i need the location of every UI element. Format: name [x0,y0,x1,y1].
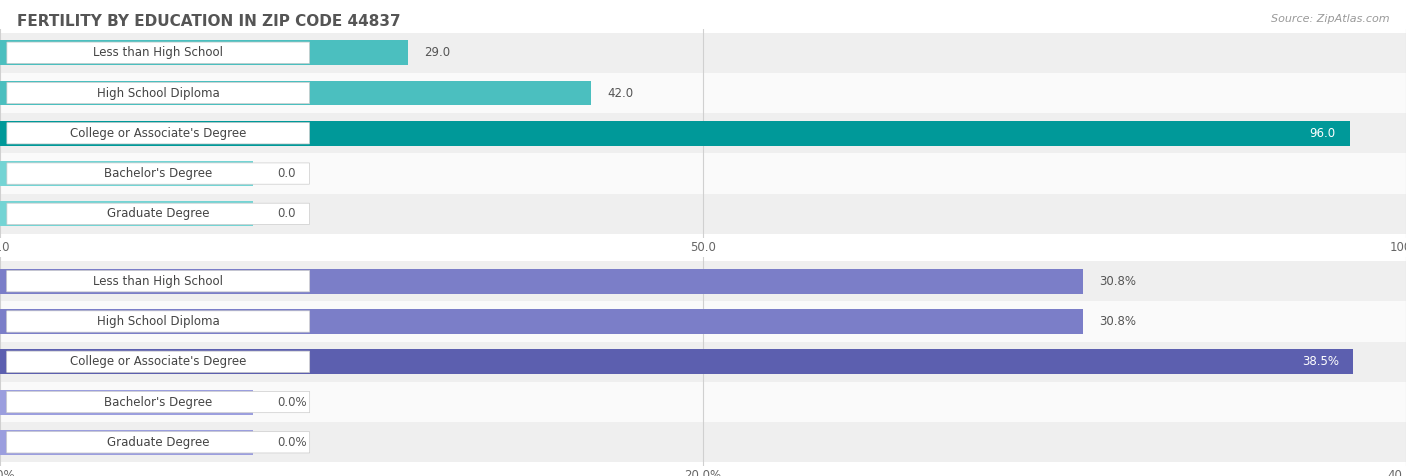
FancyBboxPatch shape [7,123,309,144]
Bar [0,301,1406,342]
Bar [0,121,1350,146]
Text: 0.0%: 0.0% [277,436,307,449]
Text: 0.0: 0.0 [277,167,295,180]
Bar [0,422,1406,463]
FancyBboxPatch shape [7,163,309,184]
Text: 96.0: 96.0 [1309,127,1336,140]
FancyBboxPatch shape [7,270,309,292]
Bar [0,349,1353,374]
Bar [0,80,591,106]
Text: College or Associate's Degree: College or Associate's Degree [70,127,246,140]
Text: 0.0: 0.0 [277,208,295,220]
Text: Less than High School: Less than High School [93,275,224,288]
Text: College or Associate's Degree: College or Associate's Degree [70,355,246,368]
Text: Source: ZipAtlas.com: Source: ZipAtlas.com [1271,14,1389,24]
FancyBboxPatch shape [7,351,309,372]
Text: 29.0: 29.0 [425,46,451,59]
FancyBboxPatch shape [7,391,309,413]
Bar [0,309,1083,334]
Text: Graduate Degree: Graduate Degree [107,436,209,449]
Text: Graduate Degree: Graduate Degree [107,208,209,220]
Text: FERTILITY BY EDUCATION IN ZIP CODE 44837: FERTILITY BY EDUCATION IN ZIP CODE 44837 [17,14,401,30]
FancyBboxPatch shape [7,82,309,104]
Text: Bachelor's Degree: Bachelor's Degree [104,167,212,180]
Text: Less than High School: Less than High School [93,46,224,59]
Bar [0,153,1406,194]
Text: 30.8%: 30.8% [1099,315,1136,328]
Text: Bachelor's Degree: Bachelor's Degree [104,396,212,408]
Bar [0,73,1406,113]
FancyBboxPatch shape [7,432,309,453]
Text: 38.5%: 38.5% [1302,355,1339,368]
Bar [0,342,1406,382]
Bar [0,194,1406,234]
Bar [0,382,1406,422]
Bar [0,261,1406,301]
Bar [0,430,253,455]
FancyBboxPatch shape [7,203,309,225]
Bar [0,161,253,186]
Text: High School Diploma: High School Diploma [97,315,219,328]
FancyBboxPatch shape [7,311,309,332]
Text: 30.8%: 30.8% [1099,275,1136,288]
Bar [0,269,1083,294]
FancyBboxPatch shape [7,42,309,63]
Bar [0,389,253,415]
Text: 0.0%: 0.0% [277,396,307,408]
Text: 42.0: 42.0 [607,87,634,99]
Bar [0,32,1406,73]
Text: High School Diploma: High School Diploma [97,87,219,99]
Bar [0,201,253,226]
Bar [0,113,1406,153]
Bar [0,40,408,65]
